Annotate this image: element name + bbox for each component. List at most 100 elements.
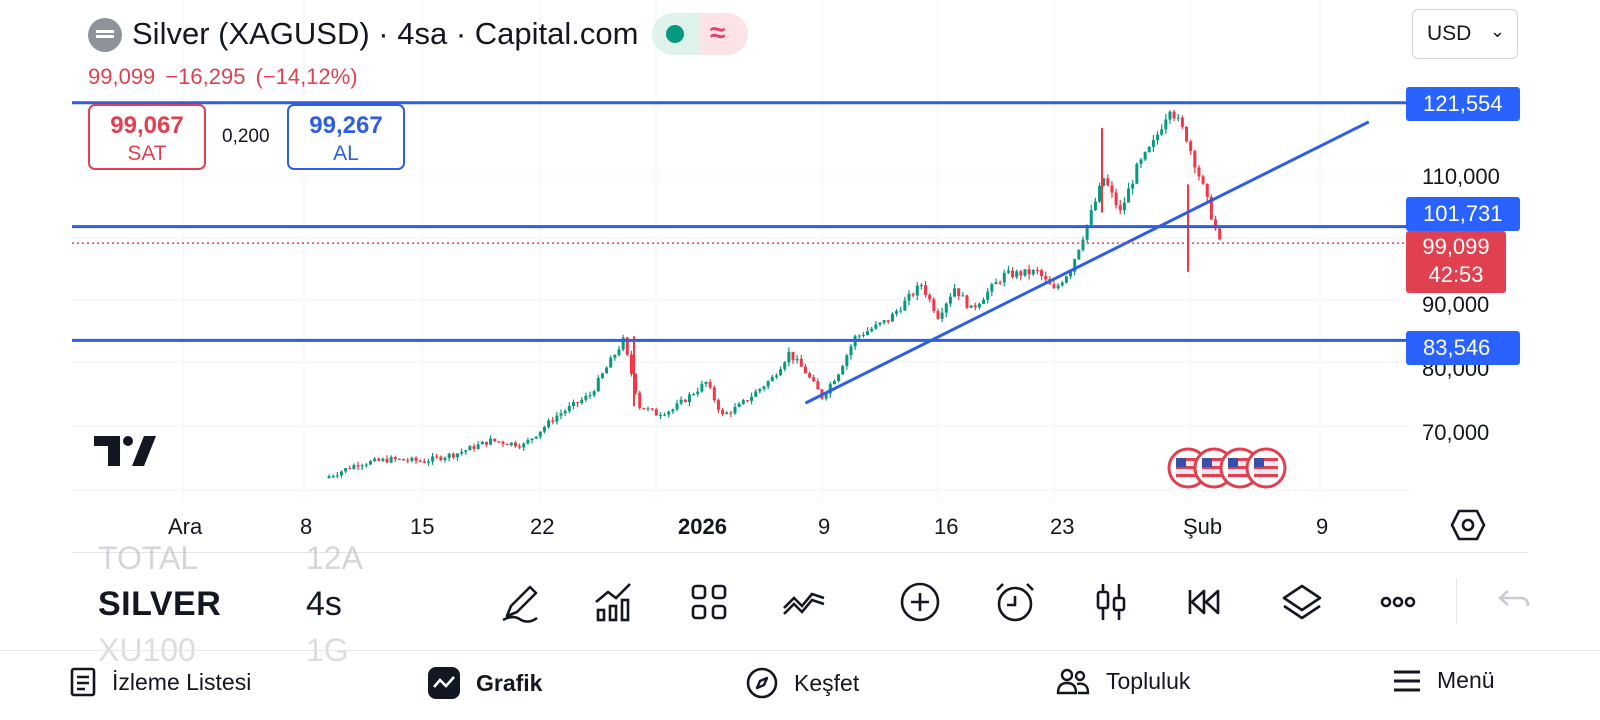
time-tick: Şub [1183, 514, 1223, 539]
level-tag-121554[interactable]: 121,554 [1406, 87, 1520, 121]
candle-body [617, 349, 621, 356]
layouts-grid-icon[interactable] [685, 578, 733, 626]
nav-chart[interactable]: Grafik [428, 667, 542, 699]
currency-select[interactable]: USD ⌄ [1412, 9, 1518, 59]
candle-body [1209, 196, 1213, 220]
drawings[interactable] [72, 101, 1406, 405]
candle-body [692, 394, 696, 396]
candle-body [509, 442, 513, 446]
candle-body [737, 403, 741, 407]
candle-body [1035, 270, 1039, 272]
candle-body [944, 303, 948, 313]
add-icon[interactable] [896, 578, 944, 626]
economic-events-flags-icon[interactable] [1167, 447, 1291, 489]
candle-body [422, 461, 426, 463]
candles [327, 109, 1222, 479]
nav-explore[interactable]: Keşfet [746, 667, 859, 699]
candle-body [472, 446, 476, 449]
nav-community[interactable]: Topluluk [1056, 667, 1190, 695]
compare-icon[interactable] [780, 578, 828, 626]
symbol-picker[interactable]: SILVER [98, 585, 222, 623]
undo-icon[interactable] [1488, 578, 1536, 626]
more-icon[interactable] [1374, 578, 1422, 626]
candle-body [895, 311, 899, 314]
draw-pen-icon[interactable] [497, 578, 545, 626]
candle-body [708, 381, 712, 388]
candle-body [754, 391, 758, 397]
candle-body [882, 320, 886, 323]
candle-body [381, 458, 385, 461]
candle-body [580, 399, 584, 404]
candle-body [621, 337, 625, 350]
candle-body [464, 450, 468, 452]
candle-body [857, 335, 861, 337]
candle-body [1135, 163, 1139, 184]
candle-body [1110, 185, 1114, 193]
last-price: 99,099 [88, 64, 156, 89]
candle-body [766, 381, 770, 387]
candle-body [538, 431, 542, 437]
candle-body [1172, 111, 1176, 119]
candle-body [704, 381, 708, 384]
candle-body [700, 383, 704, 392]
candle-body [576, 402, 580, 404]
candles-icon[interactable] [1087, 578, 1135, 626]
candle-body [791, 351, 795, 361]
candle-body [447, 453, 451, 458]
candle-body [501, 441, 505, 444]
candle-body [1185, 126, 1189, 142]
buy-label: AL [333, 142, 359, 165]
candle-body [795, 358, 799, 361]
candle-body [455, 453, 459, 458]
nav-watchlist[interactable]: İzleme Listesi [70, 667, 251, 697]
candle-body [725, 412, 729, 415]
candle-body [1189, 141, 1193, 152]
candle-body [770, 377, 774, 382]
buy-button[interactable]: 99,267 AL [287, 104, 405, 170]
candle-body [547, 420, 551, 428]
candle-body [634, 374, 638, 393]
candle-body [356, 465, 360, 467]
price-chart[interactable] [0, 0, 1600, 545]
candle-body [559, 413, 563, 416]
alert-clock-icon[interactable] [991, 578, 1039, 626]
candle-body [671, 409, 675, 412]
sell-price: 99,067 [110, 112, 184, 139]
replay-icon[interactable] [1182, 578, 1230, 626]
candle-body [497, 441, 501, 443]
candle-body [953, 288, 957, 297]
candle-body [1044, 276, 1048, 280]
candle-body [389, 457, 393, 463]
symbol-title[interactable]: Silver (XAGUSD) · 4sa · Capital.com [132, 16, 639, 51]
trendline [804, 120, 1370, 405]
candle-body [803, 366, 807, 374]
level-tag-83546[interactable]: 83,546 [1406, 331, 1520, 365]
level-tag-101731[interactable]: 101,731 [1406, 197, 1520, 231]
candle-body [783, 362, 787, 370]
spread-value: 0,200 [222, 126, 270, 147]
market-open-dot-icon [666, 25, 684, 43]
interval-picker[interactable]: 4s [306, 585, 342, 623]
candle-body [924, 285, 928, 295]
candle-body [418, 460, 422, 462]
time-tick: 8 [300, 514, 313, 539]
us-flag-canton [1228, 458, 1238, 467]
sell-button[interactable]: 99,067 SAT [88, 104, 206, 170]
capital-com-logo-icon [88, 18, 122, 52]
candle-body [609, 357, 613, 368]
nav-menu[interactable]: Menü [1393, 667, 1495, 694]
time-tick: 15 [410, 514, 435, 539]
layers-icon[interactable] [1278, 578, 1326, 626]
chart-settings-icon[interactable] [1450, 509, 1486, 541]
market-status-pill[interactable]: ≈ [652, 13, 748, 55]
candle-body [1015, 271, 1019, 277]
indicators-icon[interactable] [590, 578, 638, 626]
candle-body [443, 457, 447, 461]
candle-body [1168, 111, 1172, 120]
hamburger-icon [1394, 670, 1420, 691]
candle-body [1143, 151, 1147, 160]
candle-body [1077, 249, 1081, 260]
candle-body [368, 461, 372, 465]
candle-body [733, 406, 737, 414]
candle-body [990, 284, 994, 292]
